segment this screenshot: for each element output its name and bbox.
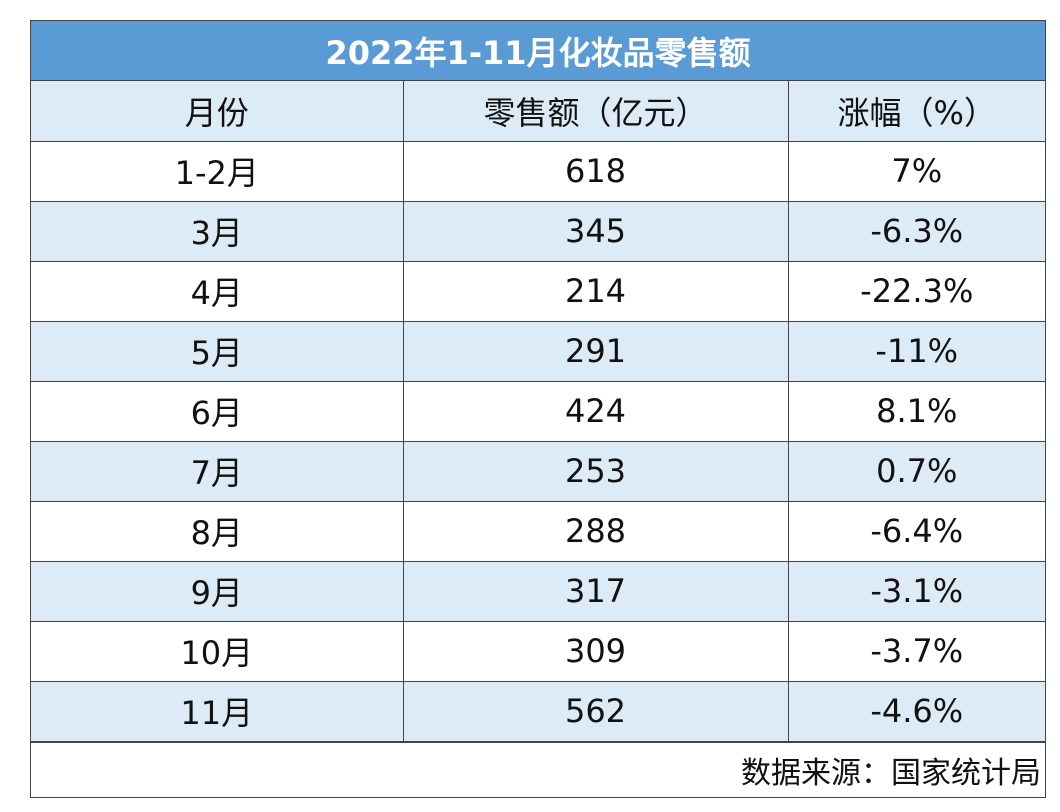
growth-cell: -6.3% xyxy=(787,200,1045,262)
table-row: 7月 253 0.7% xyxy=(31,440,1045,502)
sales-cell: 253 xyxy=(402,440,789,502)
sales-cell: 562 xyxy=(402,680,789,742)
growth-cell: -22.3% xyxy=(787,260,1045,322)
header-growth: 涨幅（%） xyxy=(787,81,1045,142)
month-cell: 7月 xyxy=(31,440,404,502)
sales-cell: 291 xyxy=(402,320,789,382)
header-month: 月份 xyxy=(31,81,404,142)
growth-cell: -6.4% xyxy=(787,500,1045,562)
month-cell: 11月 xyxy=(31,680,404,742)
sales-cell: 424 xyxy=(402,380,789,442)
growth-cell: 8.1% xyxy=(787,380,1045,442)
table-title: 2022年1-11月化妆品零售额 xyxy=(31,21,1045,81)
sales-cell: 345 xyxy=(402,200,789,262)
month-cell: 10月 xyxy=(31,620,404,682)
growth-cell: 7% xyxy=(787,141,1045,202)
growth-cell: -3.7% xyxy=(787,620,1045,682)
table-row: 11月 562 -4.6% xyxy=(31,680,1045,742)
table-row: 6月 424 8.1% xyxy=(31,380,1045,442)
data-table: 月份 零售额（亿元） 涨幅（%） 1-2月 618 7% 3月 345 -6.3… xyxy=(31,81,1045,742)
growth-cell: 0.7% xyxy=(787,440,1045,502)
month-cell: 8月 xyxy=(31,500,404,562)
table-row: 1-2月 618 7% xyxy=(31,141,1045,202)
month-cell: 4月 xyxy=(31,260,404,322)
month-cell: 3月 xyxy=(31,200,404,262)
table-row: 8月 288 -6.4% xyxy=(31,500,1045,562)
header-row: 月份 零售额（亿元） 涨幅（%） xyxy=(31,81,1045,142)
source-note: 数据来源：国家统计局 xyxy=(31,741,1045,797)
sales-table: 2022年1-11月化妆品零售额 月份 零售额（亿元） 涨幅（%） 1-2月 6… xyxy=(30,20,1046,798)
table-row: 9月 317 -3.1% xyxy=(31,560,1045,622)
header-sales: 零售额（亿元） xyxy=(402,81,789,142)
growth-cell: -3.1% xyxy=(787,560,1045,622)
sales-cell: 214 xyxy=(402,260,789,322)
table-row: 4月 214 -22.3% xyxy=(31,260,1045,322)
month-cell: 1-2月 xyxy=(31,141,404,202)
table-row: 5月 291 -11% xyxy=(31,320,1045,382)
table-row: 10月 309 -3.7% xyxy=(31,620,1045,682)
month-cell: 9月 xyxy=(31,560,404,622)
sales-cell: 288 xyxy=(402,500,789,562)
growth-cell: -4.6% xyxy=(787,680,1045,742)
sales-cell: 317 xyxy=(402,560,789,622)
sales-cell: 309 xyxy=(402,620,789,682)
month-cell: 6月 xyxy=(31,380,404,442)
table-row: 3月 345 -6.3% xyxy=(31,200,1045,262)
sales-cell: 618 xyxy=(402,141,789,202)
growth-cell: -11% xyxy=(787,320,1045,382)
month-cell: 5月 xyxy=(31,320,404,382)
